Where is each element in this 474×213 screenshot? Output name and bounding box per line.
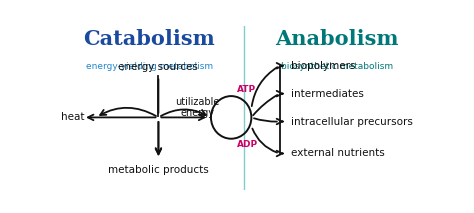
- Text: intracellular precursors: intracellular precursors: [291, 117, 412, 127]
- FancyArrowPatch shape: [252, 128, 277, 153]
- Text: heat: heat: [62, 112, 85, 122]
- Text: external nutrients: external nutrients: [291, 148, 384, 158]
- Text: biosynthetic metabolism: biosynthetic metabolism: [281, 62, 392, 71]
- FancyArrowPatch shape: [253, 95, 277, 115]
- Text: ATP: ATP: [237, 85, 256, 94]
- Text: energy-yielding metabolism: energy-yielding metabolism: [86, 62, 213, 71]
- Text: utilizable
energy: utilizable energy: [175, 97, 219, 118]
- Text: Catabolism: Catabolism: [83, 29, 215, 49]
- FancyArrowPatch shape: [161, 109, 206, 116]
- Text: Anabolism: Anabolism: [275, 29, 398, 49]
- Text: intermediates: intermediates: [291, 89, 364, 99]
- Text: biopolymers: biopolymers: [291, 61, 355, 71]
- FancyArrowPatch shape: [254, 118, 277, 122]
- Text: ADP: ADP: [237, 140, 258, 149]
- FancyArrowPatch shape: [100, 108, 156, 116]
- Text: metabolic products: metabolic products: [108, 165, 209, 175]
- Text: energy sources: energy sources: [118, 62, 199, 72]
- FancyArrowPatch shape: [252, 67, 277, 106]
